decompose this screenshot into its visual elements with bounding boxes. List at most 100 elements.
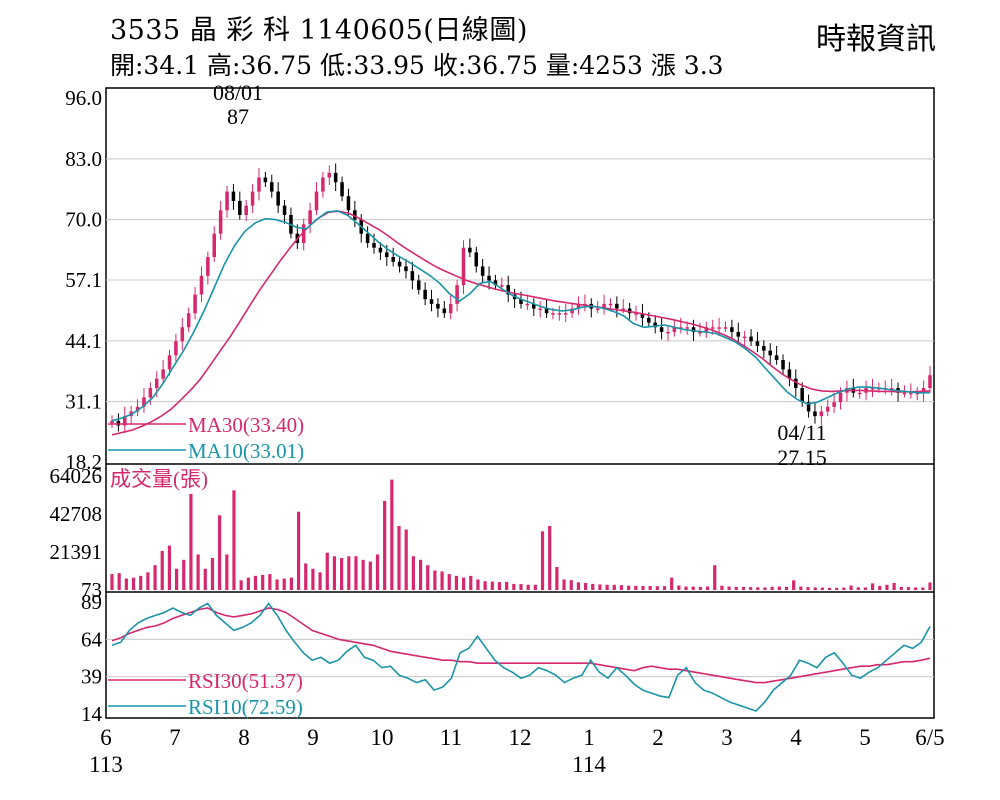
volume-bar <box>210 558 215 590</box>
volume-bar <box>296 511 301 590</box>
candle-body <box>353 210 357 220</box>
candle-body <box>749 336 753 342</box>
volume-bar <box>562 579 566 590</box>
volume-bar <box>576 582 581 590</box>
volume-bar <box>619 585 624 590</box>
volume-bar <box>906 587 911 590</box>
volume-bar <box>225 554 229 590</box>
volume-bar <box>505 581 509 590</box>
volume-bar <box>548 525 552 590</box>
candle-body <box>902 392 907 395</box>
rsi10-legend: RSI10(72.59) <box>188 695 303 719</box>
candle-body <box>730 327 734 332</box>
volume-bar <box>239 580 243 590</box>
candle-body <box>385 252 389 258</box>
x-tick-year: 114 <box>572 752 606 777</box>
candle-body <box>455 285 459 304</box>
candle-body <box>762 345 766 351</box>
volume-bar <box>662 586 667 590</box>
x-tick-label: 11 <box>440 725 462 750</box>
volume-bar <box>691 586 695 590</box>
volume-bar <box>131 577 136 590</box>
x-tick-label: 6/5 <box>915 725 944 750</box>
volume-bar <box>827 587 832 590</box>
volume-bar <box>447 574 451 590</box>
volume-bar <box>275 579 279 590</box>
x-tick-year: 113 <box>89 752 123 777</box>
volume-bar <box>497 582 502 590</box>
candle-body <box>551 313 555 315</box>
x-tick-label: 4 <box>790 725 802 750</box>
volume-bar <box>440 571 444 590</box>
candle-body <box>308 210 312 225</box>
volume-bar <box>634 585 638 590</box>
candle-body <box>659 327 664 332</box>
volume-bar <box>928 582 932 590</box>
candle-body <box>742 336 747 339</box>
candle-body <box>423 289 427 300</box>
candle-body <box>365 233 370 244</box>
volume-bar <box>368 561 372 590</box>
candle-body <box>647 317 651 323</box>
candle-body <box>621 308 626 311</box>
candle-body <box>710 327 715 329</box>
candle-body <box>544 308 549 314</box>
volume-bar <box>583 582 588 590</box>
candle-body <box>857 392 862 395</box>
volume-bar <box>612 584 616 590</box>
candle-body <box>167 355 172 370</box>
volume-bar <box>914 587 918 590</box>
candle-body <box>704 327 709 332</box>
volume-bar <box>361 559 365 590</box>
candle-body <box>340 182 344 197</box>
volume-bar <box>304 563 308 590</box>
candle-body <box>174 341 178 356</box>
candle-body <box>538 308 542 311</box>
candle-body <box>327 172 332 178</box>
volume-bar <box>684 586 688 590</box>
volume-bar <box>792 580 796 590</box>
candle-body <box>557 313 562 315</box>
candle-body <box>500 285 504 287</box>
volume-tick-label: 42708 <box>50 502 103 526</box>
volume-bar <box>842 587 846 590</box>
candle-body <box>391 257 395 262</box>
rsi-tick-label: 39 <box>81 665 102 689</box>
price-tick-label: 57.1 <box>65 268 102 292</box>
volume-bar <box>835 587 839 590</box>
volume-bar <box>332 556 337 590</box>
volume-bar <box>569 580 573 590</box>
candle-body <box>276 191 280 206</box>
candle-body <box>794 378 798 389</box>
volume-bar <box>921 587 925 590</box>
candle-body <box>474 252 479 267</box>
volume-bar <box>526 584 530 590</box>
volume-bar <box>899 586 903 590</box>
candle-body <box>410 271 415 281</box>
volume-bar <box>698 586 702 590</box>
price-tick-label: 96.0 <box>65 86 102 110</box>
volume-bar <box>289 577 293 590</box>
volume-bar <box>763 587 767 590</box>
volume-bar <box>375 554 380 590</box>
volume-panel-title: 成交量(張) <box>110 467 208 491</box>
volume-bar <box>784 586 789 590</box>
volume-bar <box>418 559 423 590</box>
volume-bar <box>655 586 659 590</box>
candle-body <box>238 200 242 215</box>
volume-bar <box>483 581 487 590</box>
candle-body <box>161 369 165 379</box>
x-tick-label: 7 <box>169 725 181 750</box>
price-tick-label: 44.1 <box>65 329 102 353</box>
candle-body <box>218 210 223 234</box>
candle-body <box>889 388 894 390</box>
volume-bar <box>182 559 186 590</box>
volume-bar <box>598 584 602 590</box>
volume-bar <box>885 584 889 590</box>
candle-body <box>653 322 657 328</box>
volume-bar <box>627 585 631 590</box>
volume-bar <box>390 479 394 590</box>
candle-body <box>270 182 274 192</box>
x-tick-label: 9 <box>307 725 319 750</box>
candle-body <box>257 177 261 192</box>
